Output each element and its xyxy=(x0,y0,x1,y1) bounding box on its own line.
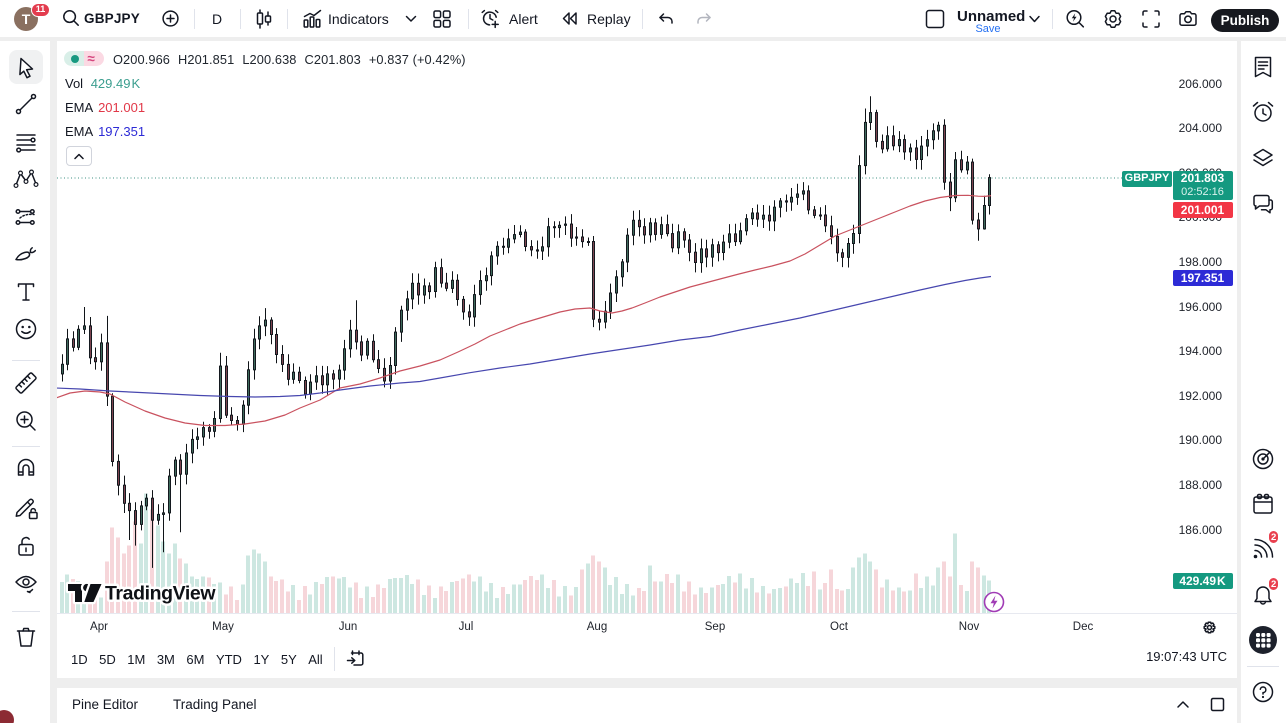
svg-text:TradingView: TradingView xyxy=(105,583,216,605)
